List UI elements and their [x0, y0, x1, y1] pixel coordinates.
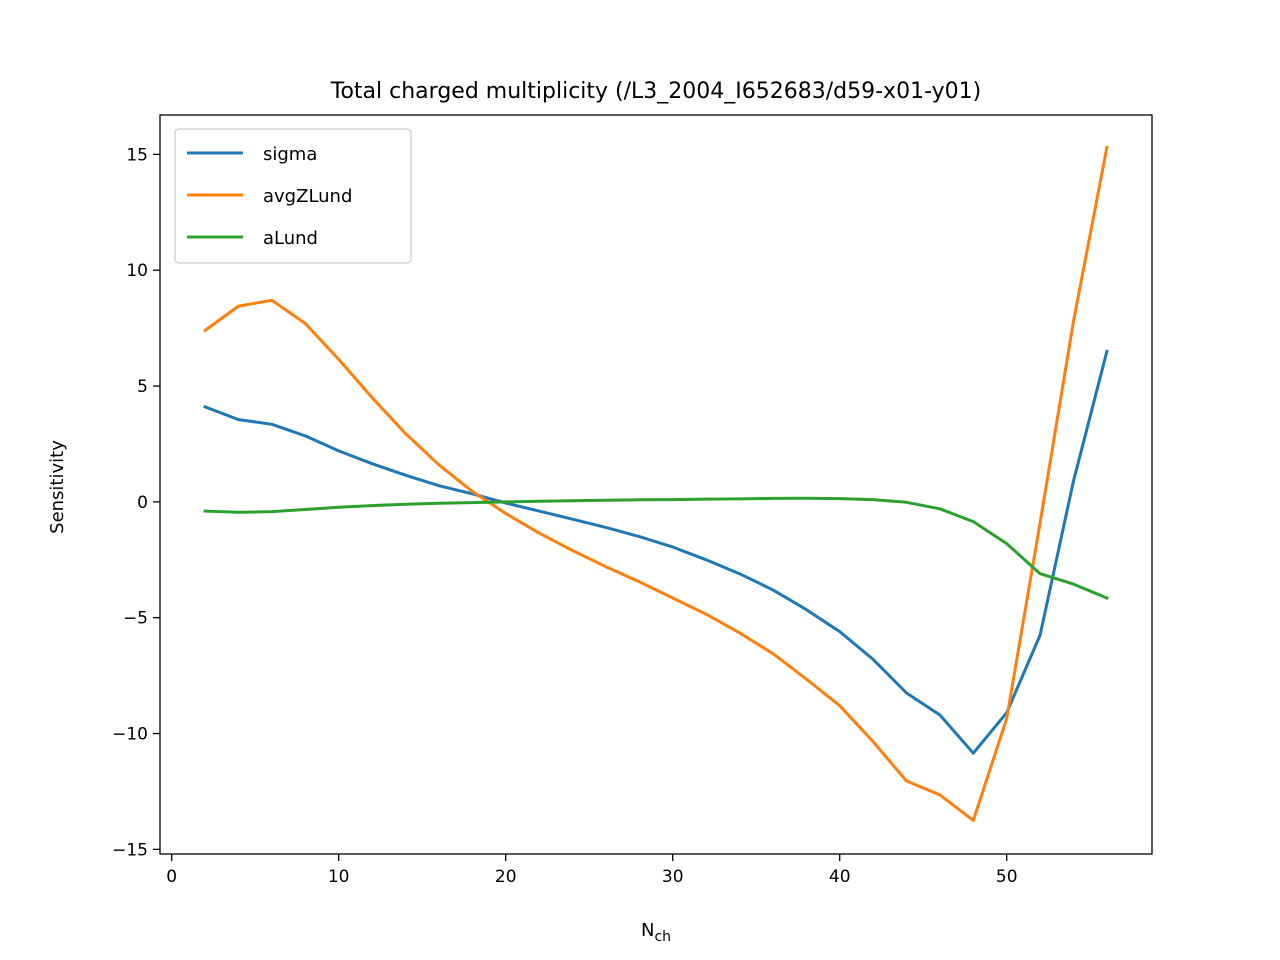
- legend: sigma avgZLund aLund: [174, 128, 412, 264]
- legend-label-avgZLund: avgZLund: [263, 186, 352, 207]
- y-tick-label: −15: [112, 840, 148, 860]
- legend-label-sigma: sigma: [263, 144, 317, 165]
- x-axis: 0 10 20 30 40 50: [166, 854, 1018, 887]
- x-axis-label-subscript: ch: [654, 929, 671, 945]
- x-tick-label: 50: [996, 867, 1018, 887]
- x-tick-label: 0: [166, 867, 177, 887]
- legend-label-aLund: aLund: [263, 228, 318, 249]
- y-axis-label: Sensitivity: [47, 440, 68, 534]
- series-line-aLund: [203, 496, 1109, 600]
- x-tick-label: 30: [662, 867, 684, 887]
- x-axis-label-main: N: [641, 920, 654, 941]
- series-line-avgZLund: [203, 145, 1109, 822]
- y-tick-label: 0: [137, 493, 148, 513]
- plot-area: [203, 145, 1109, 822]
- x-tick-label: 20: [495, 867, 517, 887]
- series-line-sigma: [203, 349, 1109, 755]
- y-axis: −15 −10 −5 0 5 10 15: [112, 145, 160, 860]
- chart-title: Total charged multiplicity (/L3_2004_I65…: [330, 79, 981, 104]
- x-tick-label: 40: [829, 867, 851, 887]
- legend-box: [174, 128, 412, 264]
- legend-items: sigma avgZLund aLund: [187, 144, 352, 249]
- y-tick-label: 5: [137, 377, 148, 397]
- axes-frame: [159, 114, 1153, 855]
- x-axis-label: Nch: [641, 920, 671, 945]
- y-tick-label: 10: [126, 261, 148, 281]
- y-tick-label: −5: [123, 609, 148, 629]
- y-tick-label: 15: [126, 145, 148, 165]
- y-tick-label: −10: [112, 725, 148, 745]
- x-tick-label: 10: [328, 867, 350, 887]
